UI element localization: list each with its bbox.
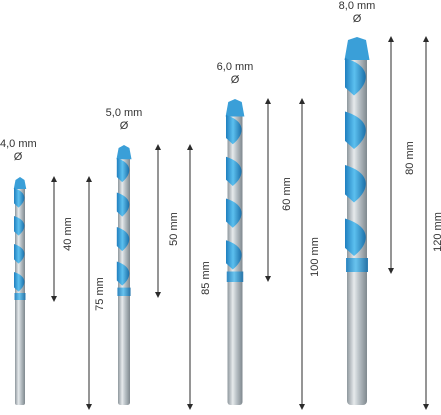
bit-flute	[226, 198, 242, 228]
total-length-label-8mm: 120 mm	[431, 212, 441, 252]
total-length-label-5mm: 85 mm	[199, 261, 212, 295]
bit-tip	[344, 37, 370, 60]
bit-flute-end	[226, 271, 244, 282]
diameter-value: 5,0 mm	[105, 107, 143, 119]
diameter-value: 6,0 mm	[216, 61, 254, 73]
drill-bit-5mm	[116, 145, 132, 405]
bit-tip	[225, 99, 245, 117]
bit-flute-end	[117, 287, 131, 296]
bit-flute	[345, 218, 366, 256]
bit-flute	[345, 111, 366, 149]
drill-bit-6mm	[225, 99, 245, 405]
diameter-label-4mm: 4,0 mm Ø	[0, 138, 37, 164]
bit-flute	[14, 216, 25, 236]
bit-flute	[14, 244, 25, 264]
diameter-value: 8,0 mm	[338, 0, 376, 12]
bit-flute-end	[14, 293, 26, 300]
drill-bit-8mm	[344, 37, 370, 405]
total-length-label-6mm: 100 mm	[308, 237, 321, 277]
bit-flute	[14, 272, 25, 292]
bit-flute	[226, 156, 242, 186]
bit-flute	[116, 227, 130, 252]
diameter-symbol: Ø	[352, 13, 362, 25]
drill-bit-4mm	[13, 177, 27, 405]
diameter-symbol: Ø	[119, 120, 129, 132]
diameter-label-5mm: 5,0 mm Ø	[103, 107, 145, 133]
diameter-value: 4,0 mm	[0, 138, 37, 150]
bit-flute	[116, 261, 130, 286]
bit-flute	[14, 188, 25, 208]
bit-flute	[226, 240, 242, 270]
diameter-symbol: Ø	[13, 151, 23, 163]
flute-length-label-8mm: 80 mm	[403, 141, 416, 175]
flute-length-label-5mm: 50 mm	[167, 212, 180, 246]
bit-flute	[226, 115, 242, 145]
diameter-symbol: Ø	[230, 74, 240, 86]
bit-tip	[116, 145, 132, 160]
diameter-label-8mm: 8,0 mm Ø	[331, 0, 383, 26]
total-length-label-4mm: 75 mm	[93, 277, 106, 311]
flute-length-label-4mm: 40 mm	[61, 217, 74, 251]
bit-flute	[116, 192, 130, 217]
bit-flute	[345, 58, 366, 96]
diameter-label-6mm: 6,0 mm Ø	[212, 61, 258, 87]
bit-flute	[345, 165, 366, 203]
bit-flute-end	[346, 258, 368, 272]
bit-tip	[13, 177, 27, 189]
flute-length-label-6mm: 60 mm	[280, 177, 293, 211]
bit-flute	[116, 158, 130, 183]
